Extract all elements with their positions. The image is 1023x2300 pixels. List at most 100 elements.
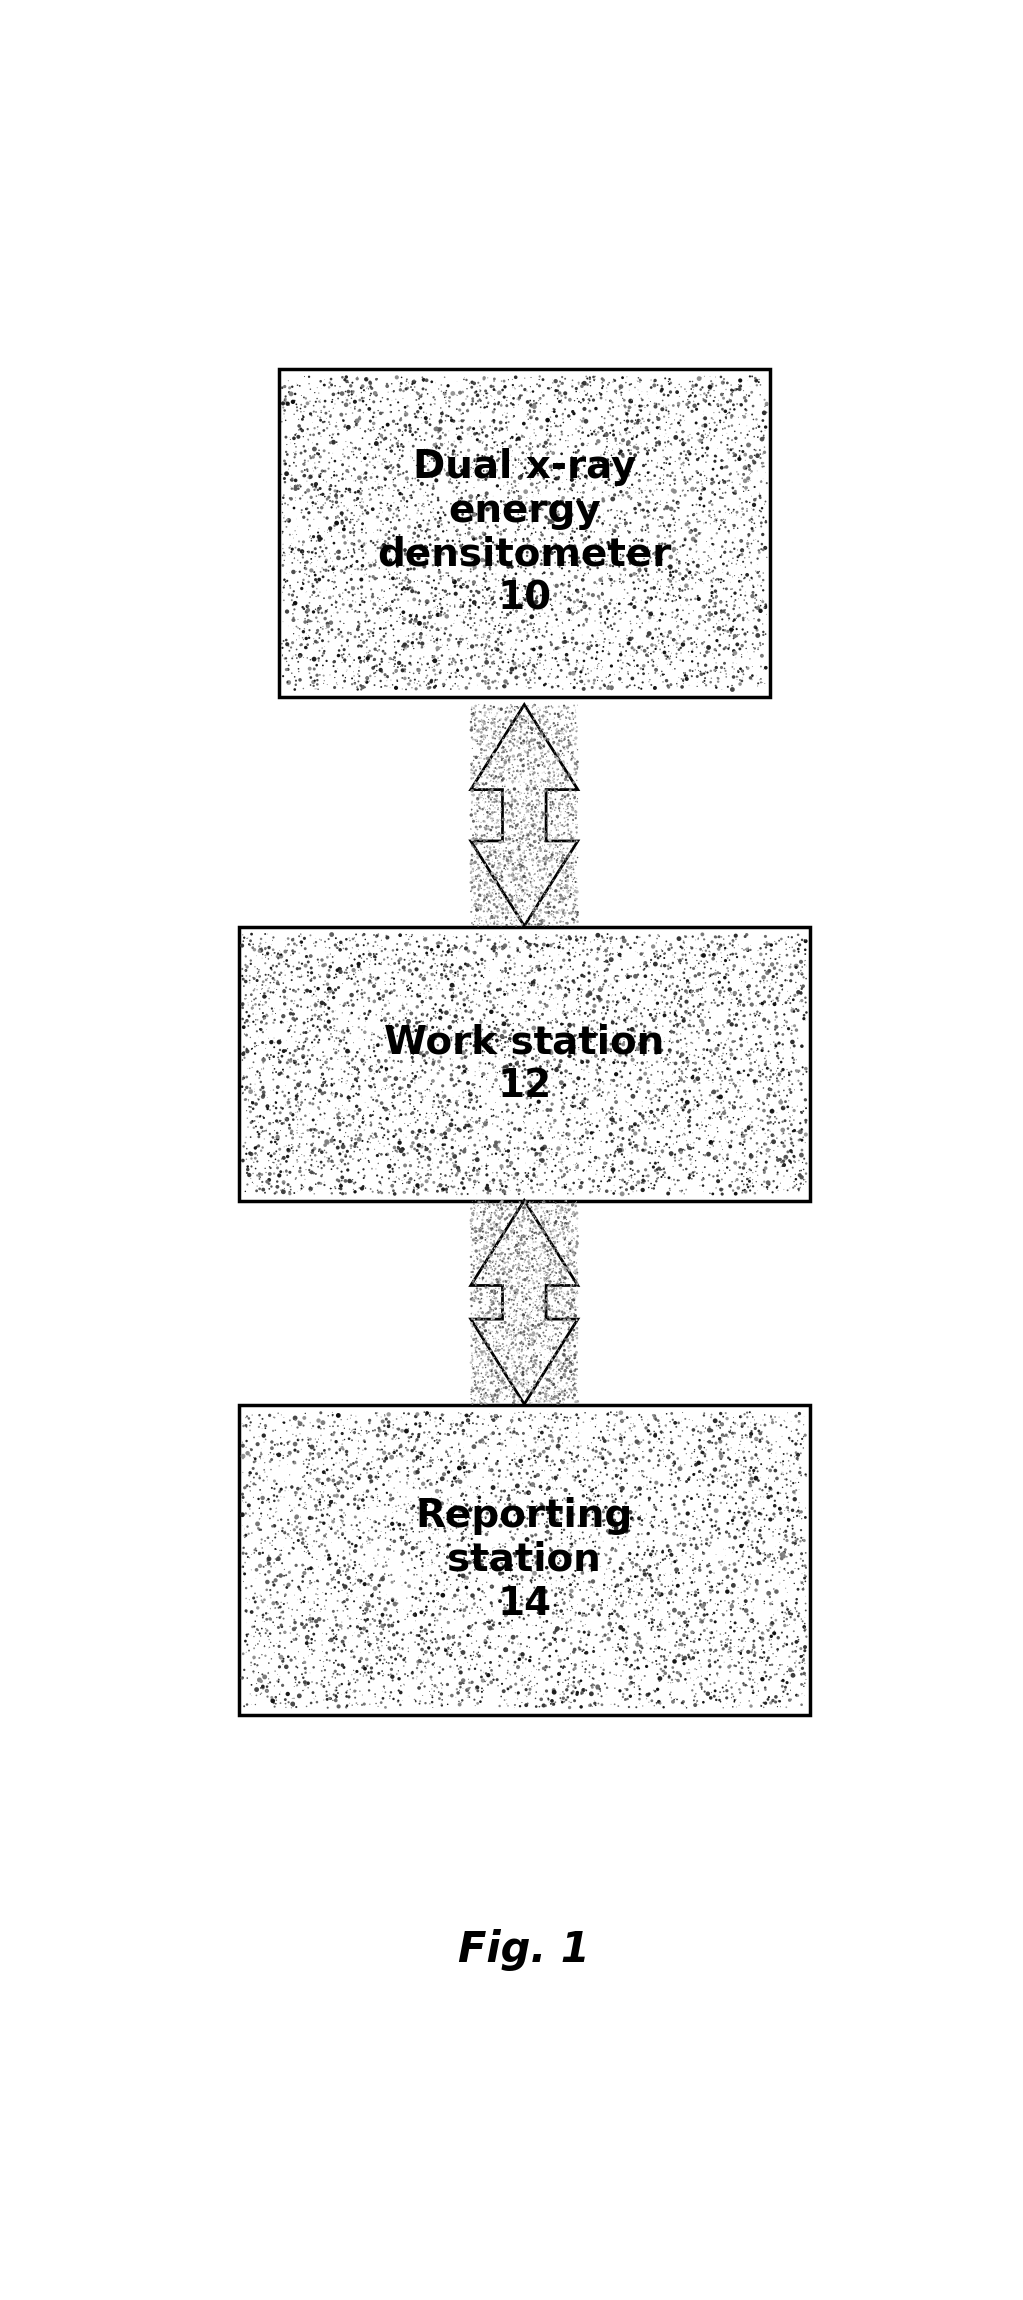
Point [447, 527, 463, 564]
Point [597, 1097, 614, 1134]
Point [549, 1539, 566, 1576]
Point [779, 1601, 795, 1638]
Point [454, 998, 471, 1035]
Point [571, 366, 587, 402]
Point [690, 1060, 706, 1097]
Point [308, 991, 324, 1028]
Point [632, 607, 649, 644]
Point [444, 1463, 460, 1500]
Point [381, 589, 397, 626]
Point [565, 446, 581, 483]
Point [242, 1159, 259, 1196]
Point [528, 1346, 544, 1382]
Point [290, 1582, 306, 1619]
Point [606, 416, 622, 453]
Point [774, 971, 791, 1007]
Point [576, 1152, 592, 1189]
Point [747, 580, 763, 616]
Point [530, 1214, 546, 1251]
Point [560, 1194, 576, 1230]
Point [451, 1063, 468, 1099]
Point [298, 1518, 314, 1555]
Point [604, 920, 620, 957]
Point [414, 1431, 431, 1467]
Point [541, 1136, 558, 1173]
Point [325, 377, 342, 414]
Point [524, 895, 540, 932]
Point [548, 1281, 565, 1318]
Point [276, 1398, 293, 1435]
Point [796, 1668, 812, 1704]
Point [359, 1454, 375, 1490]
Point [252, 1578, 268, 1615]
Point [519, 1074, 535, 1111]
Point [521, 929, 537, 966]
Point [505, 738, 522, 775]
Point [732, 1539, 749, 1576]
Point [414, 513, 431, 550]
Point [512, 720, 528, 757]
Point [674, 1536, 691, 1573]
Point [633, 511, 650, 547]
Point [400, 1658, 416, 1695]
Point [333, 1633, 350, 1670]
Point [463, 1258, 480, 1295]
Point [672, 573, 688, 610]
Point [335, 575, 351, 612]
Point [624, 630, 640, 667]
Point [629, 1624, 646, 1661]
Point [294, 1166, 310, 1203]
Point [519, 715, 535, 752]
Point [516, 840, 532, 876]
Point [532, 906, 548, 943]
Point [465, 632, 482, 669]
Point [476, 1228, 492, 1265]
Point [486, 715, 502, 752]
Point [690, 1412, 706, 1449]
Point [748, 1571, 764, 1608]
Point [655, 1065, 671, 1102]
Point [363, 1654, 380, 1690]
Point [542, 895, 559, 932]
Point [479, 800, 495, 837]
Point [569, 720, 585, 757]
Point [450, 1541, 466, 1578]
Point [250, 1028, 266, 1065]
Point [523, 389, 539, 426]
Point [794, 922, 810, 959]
Point [271, 1136, 287, 1173]
Point [238, 1536, 255, 1573]
Point [515, 1189, 531, 1226]
Point [484, 761, 500, 798]
Point [513, 1355, 529, 1391]
Point [763, 1072, 780, 1109]
Point [488, 741, 504, 777]
Point [619, 396, 635, 432]
Point [702, 1564, 718, 1601]
Point [448, 1049, 464, 1086]
Point [654, 978, 670, 1014]
Point [315, 1033, 331, 1070]
Point [520, 1203, 536, 1240]
Point [358, 1585, 374, 1621]
Point [505, 380, 522, 416]
Point [646, 1003, 662, 1040]
Point [659, 1539, 675, 1576]
Point [640, 1424, 657, 1460]
Point [752, 1555, 768, 1592]
Point [494, 860, 510, 897]
Point [472, 1283, 488, 1320]
Point [554, 366, 571, 402]
Point [567, 1378, 583, 1414]
Point [462, 754, 479, 791]
Point [450, 957, 466, 994]
Point [620, 1017, 636, 1053]
Point [527, 1184, 543, 1221]
Point [353, 465, 369, 501]
Point [434, 396, 450, 432]
Point [547, 966, 564, 1003]
Point [752, 1511, 768, 1548]
Point [661, 1159, 677, 1196]
Point [610, 1053, 626, 1090]
Point [725, 492, 742, 529]
